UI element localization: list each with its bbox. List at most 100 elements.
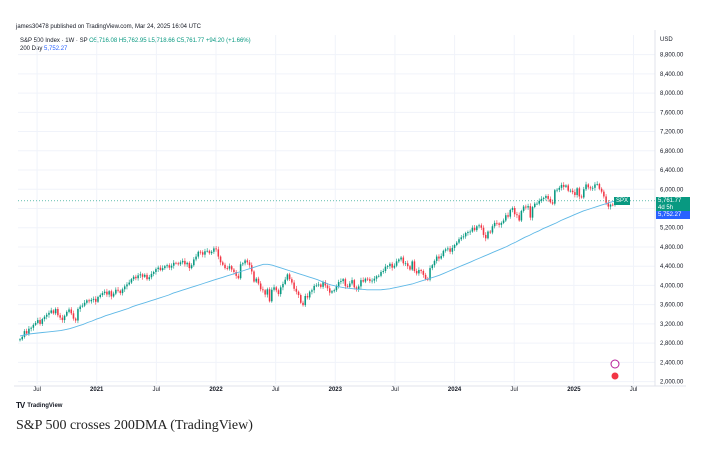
candle-body (206, 250, 208, 252)
candle-body (155, 269, 157, 272)
candle-body (487, 231, 489, 239)
candle-body (123, 286, 126, 290)
candle-body (462, 236, 465, 238)
candle-body (139, 274, 142, 276)
candle-body (549, 198, 552, 203)
candle-body (103, 291, 106, 294)
candle-body (199, 251, 202, 253)
candle-body (605, 196, 607, 203)
candle-body (580, 196, 583, 198)
candle-body (511, 208, 514, 210)
candle-body (255, 278, 257, 282)
candle-body (226, 268, 229, 269)
candle-body (422, 271, 425, 275)
candle-body (531, 207, 534, 218)
earnings-flag-icon[interactable] (610, 371, 620, 381)
chart-legend: S&P 500 Index · 1W · SP O5,716.08 H5,762… (20, 37, 251, 53)
candle-body (217, 249, 220, 257)
candle-body (346, 285, 349, 287)
symbol-title[interactable]: S&P 500 Index · 1W · SP (20, 38, 88, 44)
candle-body (57, 308, 59, 316)
y-tick-label: 4,000.00 (660, 283, 684, 289)
candle-body (208, 250, 211, 254)
candle-body (311, 290, 313, 292)
candle-body (197, 251, 200, 257)
candle-body (94, 298, 97, 302)
published-note: james30478 published on TradingView.com,… (16, 24, 202, 30)
candle-body (473, 227, 476, 231)
currency-label[interactable]: USD (660, 37, 673, 43)
candle-body (386, 266, 389, 267)
last-price-tag: 5,761.77 (656, 196, 690, 205)
candle-body (489, 231, 491, 233)
tv-logo-text: TradingView (27, 402, 63, 409)
candle-body (215, 248, 217, 250)
candle-body (378, 275, 380, 277)
candle-body (340, 281, 342, 283)
candle-body (384, 266, 387, 271)
x-tick-label: Jul (630, 387, 638, 393)
candle-body (587, 184, 590, 188)
candle-body (529, 206, 532, 218)
candle-body (496, 222, 498, 224)
y-tick-label: 6,000.00 (660, 187, 684, 193)
y-tick-label: 7,200.00 (660, 130, 684, 136)
candle-body (502, 220, 505, 223)
candle-body (540, 198, 543, 201)
candle-body (355, 287, 358, 290)
bar-countdown-tag: 4d 5h (656, 203, 690, 212)
candle-body (115, 289, 117, 294)
candle-body (369, 279, 371, 282)
candle-body (210, 251, 213, 254)
candle-body (344, 279, 347, 286)
candle-body (137, 275, 139, 279)
candle-body (567, 185, 569, 191)
candle-body (253, 271, 255, 282)
candle-body (43, 316, 46, 320)
candle-body (79, 306, 81, 309)
x-tick-label: Jul (272, 387, 280, 393)
candle-body (157, 267, 159, 270)
candle-body (331, 291, 333, 293)
candle-body (52, 310, 55, 314)
candle-body (498, 223, 500, 225)
candle-body (59, 315, 61, 318)
candle-body (72, 313, 75, 319)
candle-body (389, 263, 391, 267)
candle-body (556, 189, 558, 191)
candle-body (150, 273, 153, 278)
candle-body (565, 185, 567, 187)
candle-body (611, 204, 614, 206)
candle-body (507, 215, 509, 217)
candle-body (219, 256, 222, 263)
x-tick-label: Jul (153, 387, 161, 393)
candle-body (357, 286, 360, 290)
candle-body (516, 214, 518, 216)
candle-body (86, 300, 88, 303)
candle-body (32, 324, 35, 328)
x-tick-label: Jul (391, 387, 399, 393)
event-marker-icon[interactable] (610, 359, 620, 369)
candle-body (589, 187, 592, 189)
candle-body (237, 275, 240, 279)
candle-body (509, 209, 512, 217)
candle-body (119, 290, 122, 294)
candle-body (259, 283, 262, 290)
candle-body (228, 266, 231, 269)
candle-body (179, 262, 182, 265)
candle-body (449, 248, 451, 252)
candle-body (491, 226, 494, 233)
candle-body (438, 256, 440, 259)
candle-body (193, 259, 195, 266)
candle-body (300, 295, 302, 303)
candle-body (542, 197, 545, 199)
candle-body (562, 184, 565, 187)
candle-body (574, 192, 576, 196)
y-tick-label: 2,800.00 (660, 341, 684, 347)
candle-body (66, 311, 68, 316)
candle-body (328, 288, 331, 293)
candle-body (135, 276, 137, 279)
tradingview-logo[interactable]: TV TradingView (16, 401, 62, 410)
ma-label[interactable]: 200 Day (20, 46, 43, 52)
